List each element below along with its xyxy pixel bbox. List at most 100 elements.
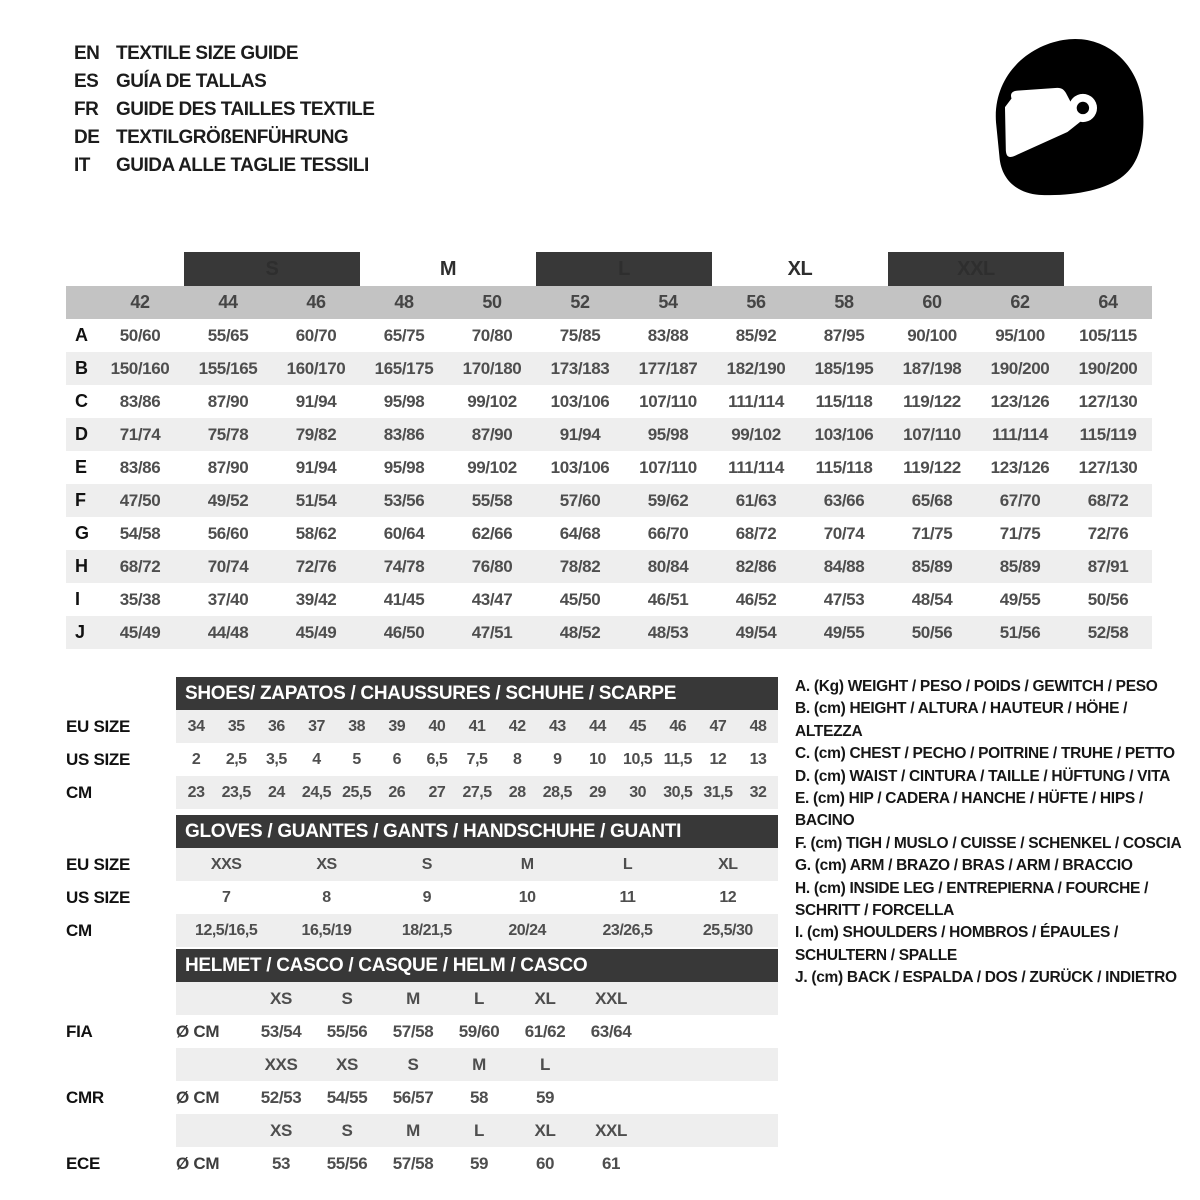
shoes-value: 28,5 <box>542 783 573 801</box>
size-value: 182/190 <box>712 352 800 385</box>
helmet-value-cells: Ø CM 53 55/56 57/58 59 60 61 <box>176 1147 778 1180</box>
measure-row: G 54/58 56/60 58/62 60/64 62/66 64/68 66/70 68/7… <box>66 517 1152 550</box>
shoes-value: 24,5 <box>301 783 332 801</box>
shoes-value: 28 <box>508 783 526 801</box>
language-row: ES GUÍA DE TALLAS <box>74 68 374 96</box>
helmet-ece-values-row: ECE Ø CM 53 55/56 57/58 59 60 61 <box>66 1147 778 1180</box>
size-value: 70/80 <box>471 325 513 345</box>
legend-item: B. (cm) HEIGHT / ALTURA / HAUTEUR / HÖHE… <box>795 700 1128 740</box>
spacer-label <box>66 982 176 1015</box>
helmet-value: 59 <box>535 1087 555 1107</box>
shoes-value: 4 <box>312 750 321 768</box>
helmet-value: 57/58 <box>392 1153 434 1173</box>
standard-label: CMR <box>66 1087 104 1107</box>
helmet-value: 56/57 <box>392 1087 434 1107</box>
size-value: 103/106 <box>550 391 610 411</box>
spacer-unit <box>176 1114 248 1147</box>
size-value: 74/78 <box>360 550 448 583</box>
size-number: 42 <box>96 286 184 319</box>
size-value: 52/58 <box>1064 616 1152 649</box>
size-value: 79/82 <box>272 418 360 451</box>
helmet-size: S <box>341 988 353 1008</box>
size-value: 85/92 <box>735 325 777 345</box>
size-value: 91/94 <box>536 418 624 451</box>
helmet-cmr-values-row: CMR Ø CM 52/53 54/55 56/57 58 59 <box>66 1081 778 1114</box>
size-value: 71/75 <box>911 523 953 543</box>
size-value: 87/90 <box>207 457 249 477</box>
size-value: 63/66 <box>800 484 888 517</box>
racing-helmet-icon <box>982 28 1158 200</box>
size-group-label: XL <box>787 257 813 280</box>
size-value: 78/82 <box>536 550 624 583</box>
shoes-cells: 2 2,5 3,5 4 5 6 6,5 7,5 8 9 10 10,5 11,5 12 13 <box>176 743 778 776</box>
gloves-cells: 7 8 9 10 11 12 <box>176 881 778 914</box>
language-row: FR GUIDE DES TAILLES TEXTILE <box>74 96 375 124</box>
size-value: 51/56 <box>976 616 1064 649</box>
size-value: 123/126 <box>990 391 1050 411</box>
legend-item: G. (cm) ARM / BRAZO / BRAS / ARM / BRACC… <box>795 857 1133 875</box>
shoes-value: 13 <box>749 750 767 768</box>
spacer-unit <box>176 982 248 1015</box>
shoes-value: 40 <box>428 717 446 735</box>
gloves-value: M <box>520 855 534 873</box>
helmet-fia-values-row: FIA Ø CM 53/54 55/56 57/58 59/60 61/62 63/64 <box>66 1015 778 1048</box>
measure-row: I 35/38 37/40 39/42 41/45 43/47 45/50 46/51 46/5… <box>66 583 1152 616</box>
size-value: 65/68 <box>888 484 976 517</box>
shoes-value: 35 <box>227 717 245 735</box>
size-value: 46/50 <box>360 616 448 649</box>
helmet-section: HELMET / CASCO / CASQUE / HELM / CASCO X… <box>66 949 778 1180</box>
gloves-value: L <box>622 855 633 873</box>
shoes-value: 42 <box>508 717 526 735</box>
size-value: 115/119 <box>1064 418 1152 451</box>
size-value: 45/50 <box>559 589 601 609</box>
guide-title: GUIDA ALLE TAGLIE TESSILI <box>116 155 369 176</box>
guide-title: TEXTILE SIZE GUIDE <box>116 43 299 64</box>
size-value: 170/180 <box>448 352 536 385</box>
shoes-value: 11,5 <box>663 750 693 768</box>
standard-label: ECE <box>66 1153 101 1173</box>
gloves-value: 9 <box>422 888 432 906</box>
size-value: 95/98 <box>383 391 425 411</box>
gloves-value: 18/21,5 <box>401 921 452 939</box>
helmet-size-cells: XXS XS S M L <box>176 1048 778 1081</box>
legend-item: H. (cm) INSIDE LEG / ENTREPIERNA / FOURC… <box>795 879 1149 920</box>
spacer-fill <box>644 1015 778 1048</box>
size-value: 165/175 <box>360 352 448 385</box>
size-value: 70/74 <box>184 550 272 583</box>
size-value: 39/42 <box>295 589 337 609</box>
shoes-value: 41 <box>468 717 486 735</box>
size-value: 68/72 <box>735 523 777 543</box>
row-letter: B <box>66 352 96 385</box>
row-letter: I <box>75 589 80 609</box>
row-letter: J <box>66 616 96 649</box>
size-value: 43/47 <box>471 589 513 609</box>
measure-row: E 83/86 87/90 91/94 95/98 99/102 103/106 107/11… <box>66 451 1152 484</box>
size-value: 49/54 <box>712 616 800 649</box>
size-value: 59/62 <box>624 484 712 517</box>
size-value: 47/51 <box>448 616 536 649</box>
language-row: EN TEXTILE SIZE GUIDE <box>74 40 374 68</box>
size-value: 67/70 <box>976 484 1064 517</box>
size-value: 83/86 <box>119 391 161 411</box>
size-value: 72/76 <box>1087 523 1129 543</box>
size-value: 87/95 <box>823 325 865 345</box>
size-value: 107/110 <box>888 418 976 451</box>
helmet-value-cells: Ø CM 53/54 55/56 57/58 59/60 61/62 63/64 <box>176 1015 778 1048</box>
size-value: 48/53 <box>624 616 712 649</box>
size-number: 44 <box>184 286 272 319</box>
size-value: 50/56 <box>1087 589 1129 609</box>
gloves-section: GLOVES / GUANTES / GANTS / HANDSCHUHE / … <box>66 815 778 947</box>
row-letter: A <box>75 325 88 345</box>
row-letter: G <box>75 523 89 543</box>
size-group-label: S <box>184 252 360 286</box>
size-value: 64/68 <box>559 523 601 543</box>
gloves-value: 10 <box>518 888 536 906</box>
size-value: 83/86 <box>119 457 161 477</box>
helmet-size-cells: XS S M L XL XXL <box>176 982 778 1015</box>
legend-item: I. (cm) SHOULDERS / HOMBROS / ÉPAULES / … <box>795 924 1119 964</box>
language-code: EN <box>74 43 100 64</box>
size-number: 48 <box>360 286 448 319</box>
size-group-label: M <box>439 257 457 280</box>
helmet-value: 55/56 <box>326 1021 368 1041</box>
size-value: 57/60 <box>536 484 624 517</box>
